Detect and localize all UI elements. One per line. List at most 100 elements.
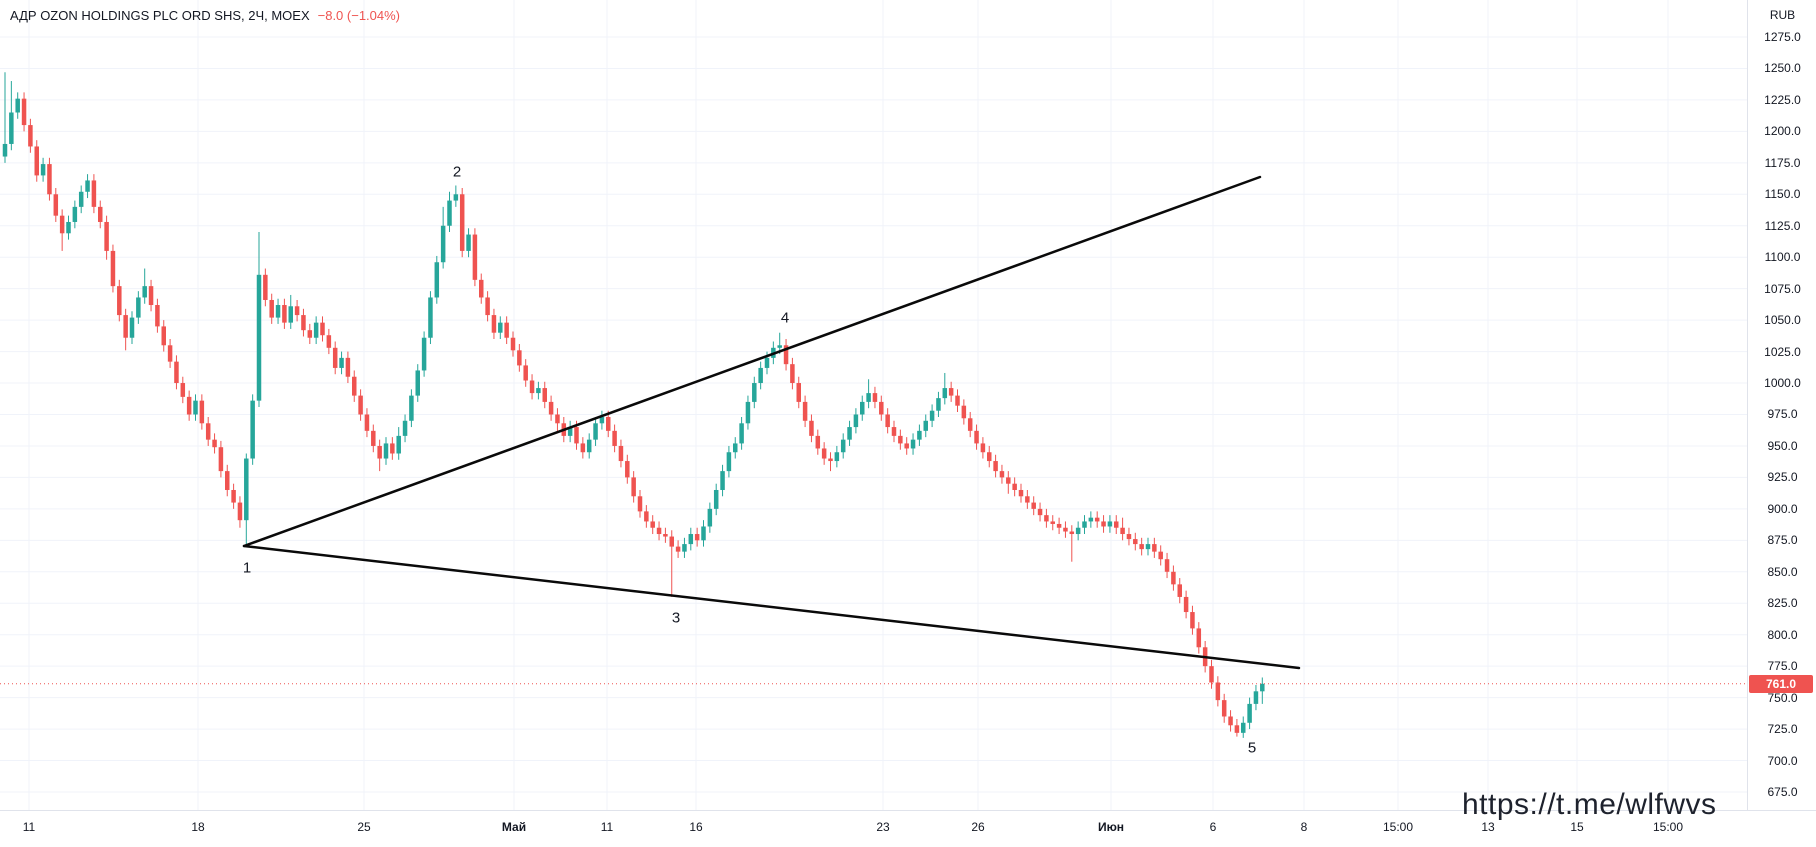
time-tick-label: 8 (1300, 820, 1308, 834)
candle-body (59, 215, 65, 234)
price-tick-label: 700.0 (1767, 753, 1798, 768)
candle-body (872, 393, 878, 402)
wave-label-1[interactable]: 1 (242, 559, 252, 577)
candle-body (1253, 691, 1259, 704)
candle-body (967, 418, 973, 431)
candle-body (942, 388, 948, 399)
candle-body (174, 361, 179, 384)
candle-body (28, 125, 33, 147)
candle-body (78, 191, 84, 207)
candle-body (326, 335, 332, 348)
time-tick-label: 13 (1481, 820, 1495, 834)
candle-body (574, 427, 579, 444)
candle-body (866, 393, 871, 402)
candle-body (669, 536, 674, 547)
candle-body (1260, 683, 1265, 692)
candle-body (1088, 517, 1094, 522)
candle-body (1082, 521, 1087, 528)
candle-body (231, 489, 236, 503)
candle-body (713, 489, 719, 509)
price-tick-label: 950.0 (1767, 438, 1798, 453)
price-tick-label: 1200.0 (1764, 124, 1801, 139)
candle-body (764, 357, 770, 368)
candle-body (891, 427, 897, 436)
wave-label-5[interactable]: 5 (1247, 739, 1257, 757)
candle-body (701, 526, 706, 541)
time-tick-label: 26 (971, 820, 985, 834)
candle-body (580, 443, 586, 453)
candle-body (320, 322, 325, 336)
price-change: −8.0 (−1.04%) (317, 8, 401, 23)
candle-body (599, 417, 605, 424)
candle-body (237, 502, 243, 521)
candle-body (2, 143, 8, 157)
wave-label-2[interactable]: 2 (452, 163, 462, 181)
candle-body (294, 306, 300, 316)
candle-body (993, 461, 998, 472)
price-tick-label: 1050.0 (1764, 313, 1801, 328)
wave-label-4[interactable]: 4 (780, 309, 790, 327)
candle-body (313, 322, 319, 338)
time-tick-label: 25 (357, 820, 371, 834)
time-tick-label: 11 (22, 820, 36, 834)
candle-body (352, 376, 357, 396)
candle-body (142, 286, 147, 298)
price-tick-label: 1125.0 (1764, 218, 1801, 233)
trendline[interactable] (242, 544, 1301, 670)
candle-body (606, 417, 611, 431)
watermark-link: https://t.me/wlfwvs (1462, 788, 1717, 821)
candle-body (980, 443, 986, 453)
candle-body (688, 534, 694, 545)
candle-body (828, 458, 833, 462)
candle-body (917, 430, 922, 440)
candle-body (377, 445, 382, 459)
candle-body (1126, 534, 1132, 540)
candle-body (1145, 544, 1151, 550)
candle-body (650, 521, 655, 528)
candle-body (999, 471, 1005, 478)
candle-body (802, 401, 808, 421)
candle-body (1158, 551, 1163, 560)
candle-body (1247, 703, 1252, 723)
candle-body (1050, 521, 1055, 524)
candle-body (961, 405, 967, 419)
candle-body (459, 194, 465, 251)
candle-body (9, 112, 14, 144)
wave-label-3[interactable]: 3 (671, 609, 681, 627)
candle-body (929, 410, 935, 421)
candle-body (1190, 612, 1195, 629)
current-price-badge: 761.0 (1749, 674, 1813, 693)
candle-body (1025, 496, 1030, 503)
candle-body (1139, 544, 1144, 550)
candle-body (409, 395, 414, 421)
candle-body (637, 496, 643, 512)
candle-body (218, 447, 224, 472)
candle-body (739, 423, 744, 444)
candle-body (694, 534, 700, 541)
time-axis[interactable]: 11 18 25 Май 11 16 23 26 Июн 6 8 15:00 13 15 15:00 (0, 810, 1816, 847)
price-tick-label: 1225.0 (1764, 92, 1801, 107)
time-tick-label: 6 (1209, 820, 1217, 834)
time-tick-label: Май (501, 820, 527, 834)
candle-body (548, 401, 554, 415)
candle-body (104, 221, 109, 251)
candle-body (1037, 508, 1043, 516)
candle-body (66, 221, 71, 234)
candle-body (498, 322, 503, 333)
candle-body (853, 414, 859, 428)
candle-body (479, 279, 484, 298)
candle-body (1209, 666, 1214, 683)
candle-body (193, 400, 198, 415)
price-tick-label: 1100.0 (1764, 250, 1801, 265)
price-tick-label: 825.0 (1767, 596, 1798, 611)
candle-body (777, 345, 782, 348)
symbol-legend[interactable]: АДР OZON HOLDINGS PLC ORD SHS, 2Ч, MOEX −… (10, 8, 400, 23)
trendline[interactable] (242, 175, 1262, 548)
candle-body (1228, 716, 1233, 726)
candle-body (415, 370, 420, 396)
candle-body (1056, 523, 1062, 528)
candle-body (421, 337, 427, 371)
candle-body (529, 380, 535, 394)
candle-body (161, 326, 166, 346)
